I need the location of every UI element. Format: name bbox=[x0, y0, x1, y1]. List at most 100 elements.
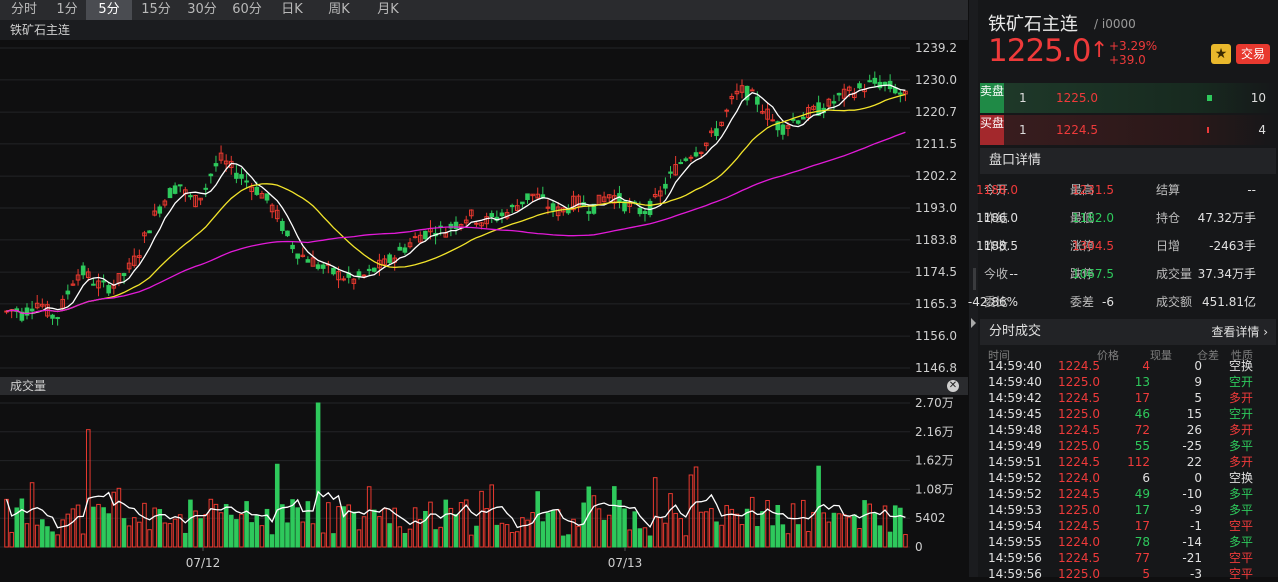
close-icon[interactable]: ✕ bbox=[947, 380, 959, 392]
candle-body bbox=[586, 211, 592, 214]
view-details-link[interactable]: 查看详情 › bbox=[1211, 325, 1268, 339]
volume-bar bbox=[785, 533, 791, 548]
period-tabs: 分时 1分 5分 15分 30分 60分 日K 周K 月K bbox=[0, 0, 968, 20]
volume-bar bbox=[765, 499, 770, 548]
quote-panel: 铁矿石主连 / i0000 1225.0 ↑ +3.29% +39.0 ★ 交易… bbox=[968, 0, 1278, 581]
scroll-handle[interactable] bbox=[973, 268, 976, 290]
candle-body bbox=[474, 222, 479, 225]
tick-row: 14:59:55 1224.0 78 -14 多平 bbox=[980, 534, 1276, 550]
candle-body bbox=[280, 220, 285, 232]
tick-price: 1225.0 bbox=[1058, 407, 1100, 421]
candle-body bbox=[152, 210, 157, 216]
tick-row: 14:59:48 1224.5 72 26 多开 bbox=[980, 422, 1276, 438]
tab-7[interactable]: 周K bbox=[328, 2, 350, 17]
volume-bar bbox=[887, 531, 893, 548]
volume-bar bbox=[91, 506, 96, 548]
candle-body bbox=[760, 110, 765, 114]
candle-body bbox=[775, 121, 781, 131]
volume-bar bbox=[55, 534, 60, 548]
stat-value: -42.86% bbox=[967, 295, 1018, 309]
tick-row: 14:59:52 1224.5 49 -10 多平 bbox=[980, 486, 1276, 502]
candle-body bbox=[540, 194, 546, 198]
candle-body bbox=[622, 200, 627, 212]
stat-value: -- bbox=[1009, 267, 1018, 281]
tick-vol: 55 bbox=[1134, 439, 1150, 453]
stat-label: 持仓 bbox=[1156, 211, 1181, 225]
candle-body bbox=[142, 232, 147, 237]
volume-bar bbox=[188, 499, 193, 548]
tick-price: 1225.0 bbox=[1058, 503, 1100, 517]
candle-body bbox=[846, 86, 852, 92]
candle-body bbox=[877, 81, 883, 89]
stat-value: 1231.5 bbox=[1072, 183, 1114, 197]
volume-bar bbox=[50, 531, 55, 548]
tick-type: 多开 bbox=[1229, 423, 1254, 437]
candle-body bbox=[203, 187, 209, 190]
detail-header: 盘口详情 bbox=[980, 148, 1276, 174]
tick-row: 14:59:51 1224.5 112 22 多开 bbox=[980, 454, 1276, 470]
tick-row: 14:59:53 1225.0 17 -9 多平 bbox=[980, 502, 1276, 518]
candle-body bbox=[637, 207, 643, 215]
candle-body bbox=[683, 158, 689, 161]
tick-row: 14:59:56 1224.5 77 -21 空平 bbox=[980, 550, 1276, 566]
last-price: 1225.0 bbox=[988, 33, 1091, 69]
stat-label: 跌停 bbox=[1070, 267, 1095, 281]
volume-bar bbox=[448, 507, 454, 548]
tab-1[interactable]: 1分 bbox=[56, 2, 78, 17]
volume-bar bbox=[285, 522, 290, 548]
candle-body bbox=[678, 162, 684, 165]
y-tick-label: 1165.3 bbox=[915, 297, 957, 311]
tick-oi: 0 bbox=[1194, 471, 1202, 485]
volume-bar bbox=[249, 522, 254, 548]
tick-oi: 26 bbox=[1186, 423, 1202, 437]
tick-time: 14:59:54 bbox=[988, 519, 1042, 533]
tab-6[interactable]: 日K bbox=[281, 2, 303, 17]
candle-body bbox=[70, 283, 76, 286]
volume-bar bbox=[535, 491, 541, 548]
candle-body bbox=[65, 290, 71, 295]
candle-body bbox=[545, 206, 551, 209]
collapse-arrow-icon[interactable] bbox=[971, 318, 976, 328]
candle-body bbox=[40, 303, 45, 307]
tab-3[interactable]: 15分 bbox=[141, 2, 171, 17]
volume-title: 成交量 bbox=[0, 377, 968, 395]
volume-bar bbox=[795, 524, 801, 548]
candle-body bbox=[744, 85, 750, 101]
tick-type: 多平 bbox=[1229, 439, 1254, 453]
tab-8[interactable]: 月K bbox=[377, 2, 399, 17]
volume-bar bbox=[346, 504, 352, 548]
star-icon[interactable]: ★ bbox=[1211, 44, 1231, 64]
chevron-right-icon: › bbox=[1263, 325, 1268, 339]
volume-bar bbox=[106, 513, 111, 548]
candle-body bbox=[612, 195, 617, 204]
candlestick-chart[interactable]: 1239.2 1230.0 1220.7 1211.5 1202.2 1193.0 1183… bbox=[0, 40, 968, 377]
tick-oi: -1 bbox=[1190, 519, 1202, 533]
volume-bar bbox=[438, 526, 443, 548]
volume-bar bbox=[479, 490, 484, 548]
volume-bar bbox=[213, 503, 219, 548]
candle-body bbox=[188, 195, 193, 198]
tab-5[interactable]: 60分 bbox=[232, 2, 262, 17]
tab-4[interactable]: 30分 bbox=[187, 2, 217, 17]
volume-bar bbox=[336, 506, 341, 548]
tab-0[interactable]: 分时 bbox=[10, 2, 37, 17]
volume-chart[interactable]: 2.70万 2.16万 1.62万 1.08万 5402 0 07/12 07/13 bbox=[0, 395, 968, 577]
stat-label: 最低 bbox=[1070, 211, 1095, 225]
trade-button[interactable]: 交易 bbox=[1236, 44, 1270, 64]
candle-body bbox=[331, 267, 336, 275]
tick-time: 14:59:52 bbox=[988, 487, 1042, 501]
stat-label: 成交额 bbox=[1156, 295, 1193, 309]
candle-body bbox=[305, 259, 311, 263]
buy-label: 买盘 bbox=[980, 115, 1004, 145]
tick-time: 14:59:52 bbox=[988, 471, 1042, 485]
tick-oi: -10 bbox=[1182, 487, 1202, 501]
tab-2[interactable]: 5分 bbox=[86, 0, 132, 20]
tick-price: 1224.5 bbox=[1058, 487, 1100, 501]
tick-oi: -21 bbox=[1182, 551, 1202, 565]
volume-bar bbox=[831, 512, 837, 548]
candle-body bbox=[714, 128, 719, 137]
volume-bar bbox=[387, 523, 392, 548]
volume-bar bbox=[755, 526, 760, 548]
tick-time: 14:59:51 bbox=[988, 455, 1042, 469]
volume-bar bbox=[627, 529, 632, 548]
